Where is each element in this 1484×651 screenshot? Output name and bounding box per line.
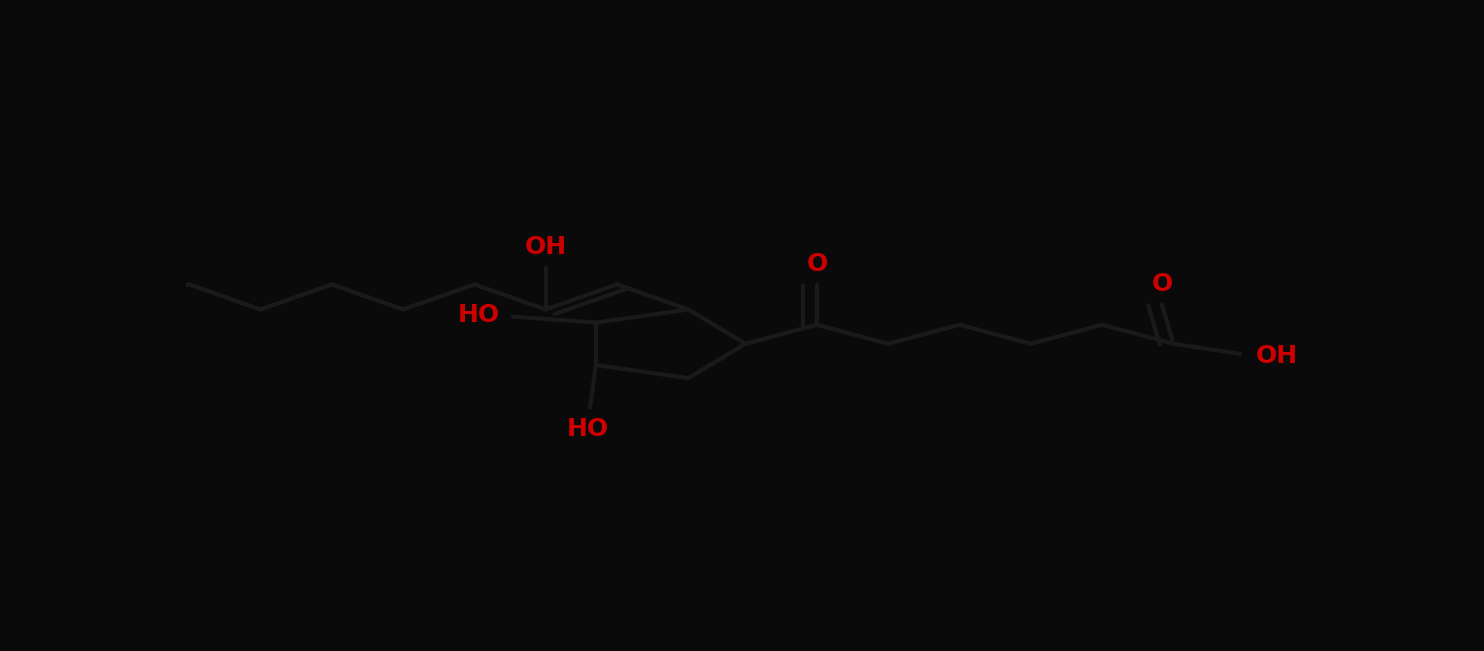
Text: O: O <box>806 251 828 275</box>
Text: OH: OH <box>1255 344 1298 368</box>
Text: OH: OH <box>525 235 567 259</box>
Text: HO: HO <box>567 417 608 441</box>
Text: HO: HO <box>457 303 500 327</box>
Text: O: O <box>1152 271 1172 296</box>
